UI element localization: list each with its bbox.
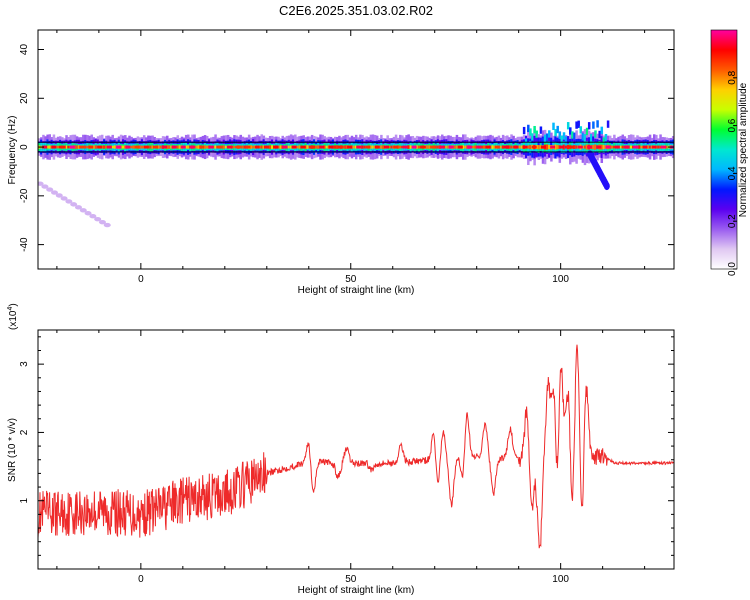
y-tick-label: 3 — [19, 361, 30, 367]
y-tick-label: 20 — [19, 92, 30, 104]
snr-multiplier-base: (x10 — [8, 310, 19, 330]
spectrogram-y-axis-label: Frequency (Hz) — [7, 116, 18, 185]
colorbar-frame — [710, 29, 738, 270]
snr-series-line — [38, 344, 674, 549]
spectrogram-axes: 0 50 100 40 20 0 -20 -40 — [19, 30, 674, 285]
y-tick-label: 0 — [19, 144, 30, 150]
snr-multiplier: (x104) — [7, 303, 19, 330]
colorbar-tick-label: 0.2 — [727, 214, 738, 228]
snr-axes: 0 50 100 1 2 3 — [19, 330, 674, 585]
spectrogram-x-axis-label: Height of straight line (km) — [298, 285, 415, 296]
y-tick-label: 2 — [19, 429, 30, 435]
spectrogram-panel: 0 50 100 40 20 0 -20 -40 Height of straight lin… — [7, 29, 675, 296]
colorbar-gradient — [711, 30, 737, 269]
snr-plot-area — [38, 344, 674, 549]
spectrogram-plot-area — [38, 120, 674, 228]
x-tick-label: 50 — [345, 574, 357, 585]
snr-frame — [37, 329, 675, 570]
y-tick-label: -20 — [19, 188, 30, 203]
snr-y-axis-label: SNR (10 * v/v) — [7, 418, 18, 482]
colorbar: 0.0 0.2 0.4 0.6 0.8 Normalized spectral ampl… — [710, 29, 749, 276]
x-tick-label: 100 — [552, 574, 569, 585]
svg-text:(x104): (x104) — [7, 303, 19, 330]
colorbar-tick-label: 0.6 — [727, 118, 738, 132]
x-tick-label: 0 — [138, 574, 144, 585]
snr-multiplier-exp: 4 — [7, 307, 14, 311]
chart-title: C2E6.2025.351.03.02.R02 — [279, 3, 433, 18]
x-tick-label: 0 — [138, 274, 144, 285]
colorbar-tick-label: 0.0 — [727, 262, 738, 276]
y-tick-label: -40 — [19, 237, 30, 252]
x-tick-label: 50 — [345, 274, 357, 285]
y-tick-label: 40 — [19, 44, 30, 56]
snr-panel: 0 50 100 1 2 3 Height of straight line (km) S… — [7, 303, 675, 596]
colorbar-tick-label: 0.8 — [727, 70, 738, 84]
snr-x-axis-label: Height of straight line (km) — [298, 585, 415, 596]
colorbar-label: Normalized spectral amplitude — [738, 82, 749, 217]
colorbar-ticks: 0.0 0.2 0.4 0.6 0.8 — [727, 70, 738, 276]
colorbar-tick-label: 0.4 — [727, 166, 738, 180]
y-tick-label: 1 — [19, 497, 30, 503]
spectrogram-frame — [37, 29, 675, 270]
x-tick-label: 100 — [552, 274, 569, 285]
